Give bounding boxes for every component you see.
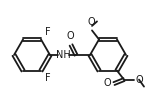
Text: NH: NH	[56, 50, 70, 60]
Text: O: O	[103, 78, 111, 88]
Text: O: O	[88, 17, 95, 27]
Text: F: F	[44, 27, 50, 37]
Text: O: O	[136, 75, 144, 85]
Text: O: O	[66, 31, 74, 41]
Text: F: F	[44, 73, 50, 83]
